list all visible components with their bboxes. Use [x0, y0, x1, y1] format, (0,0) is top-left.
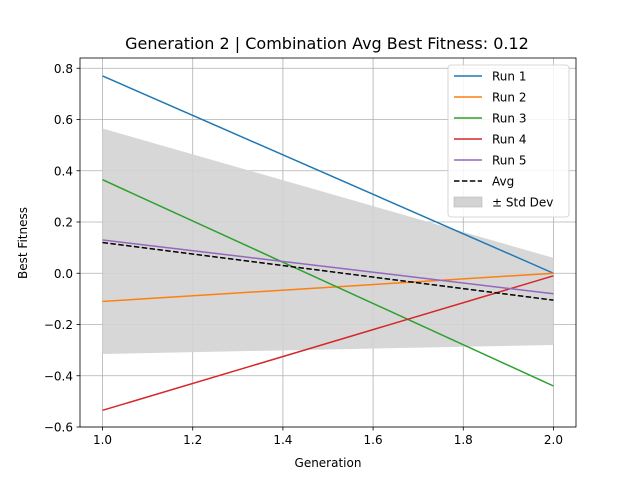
legend-box [447, 64, 570, 218]
legend-label: Run 1 [492, 70, 526, 84]
x-ticks: 1.0 1.2 1.4 1.6 1.8 2.0 [93, 427, 563, 447]
series-line-run-1 [102, 75, 554, 274]
legend-label: ± Std Dev [492, 196, 553, 210]
x-tick-label: 1.0 [93, 433, 112, 447]
y-axis-label: Best Fitness [16, 207, 30, 279]
legend-label: Avg [492, 175, 514, 189]
chart-title: Generation 2 | Combination Avg Best Fitn… [125, 34, 529, 53]
std-dev-band [102, 128, 554, 354]
x-tick-label: 1.2 [183, 433, 202, 447]
y-tick-label: 0.0 [54, 267, 73, 281]
x-tick-label: 1.6 [364, 433, 383, 447]
y-tick-label: 0.8 [54, 62, 73, 76]
series-line-avg [102, 241, 554, 301]
series-line-run-4 [102, 275, 554, 412]
legend-label: Run 5 [492, 154, 526, 168]
axes [79, 57, 577, 428]
y-tick-label: 0.2 [54, 216, 73, 230]
plot-frame [79, 57, 577, 428]
series-line-run-2 [102, 272, 554, 303]
y-ticks: −0.6 −0.4 −0.2 0.0 0.2 0.4 0.6 0.8 [44, 62, 80, 435]
y-tick-label: −0.2 [44, 318, 73, 332]
std-dev-band-area [102, 128, 554, 354]
y-tick-label: 0.6 [54, 113, 73, 127]
x-tick-label: 1.8 [454, 433, 473, 447]
y-tick-label: 0.4 [54, 164, 73, 178]
series-lines [102, 75, 554, 412]
y-tick-label: −0.4 [44, 369, 73, 383]
legend-label: Run 2 [492, 91, 526, 105]
series-line-run-5 [102, 239, 554, 295]
legend-swatch [453, 196, 483, 208]
legend-label: Run 4 [492, 133, 526, 147]
legend: Run 1 Run 2 Run 3 Run 4 Run 5 Avg ± Std Dev [447, 64, 570, 218]
y-tick-label: −0.6 [44, 421, 73, 435]
series-line-run-3 [102, 179, 554, 387]
legend-label: Run 3 [492, 112, 526, 126]
x-axis-label: Generation [295, 456, 362, 470]
x-tick-label: 1.4 [273, 433, 292, 447]
x-tick-label: 2.0 [544, 433, 563, 447]
